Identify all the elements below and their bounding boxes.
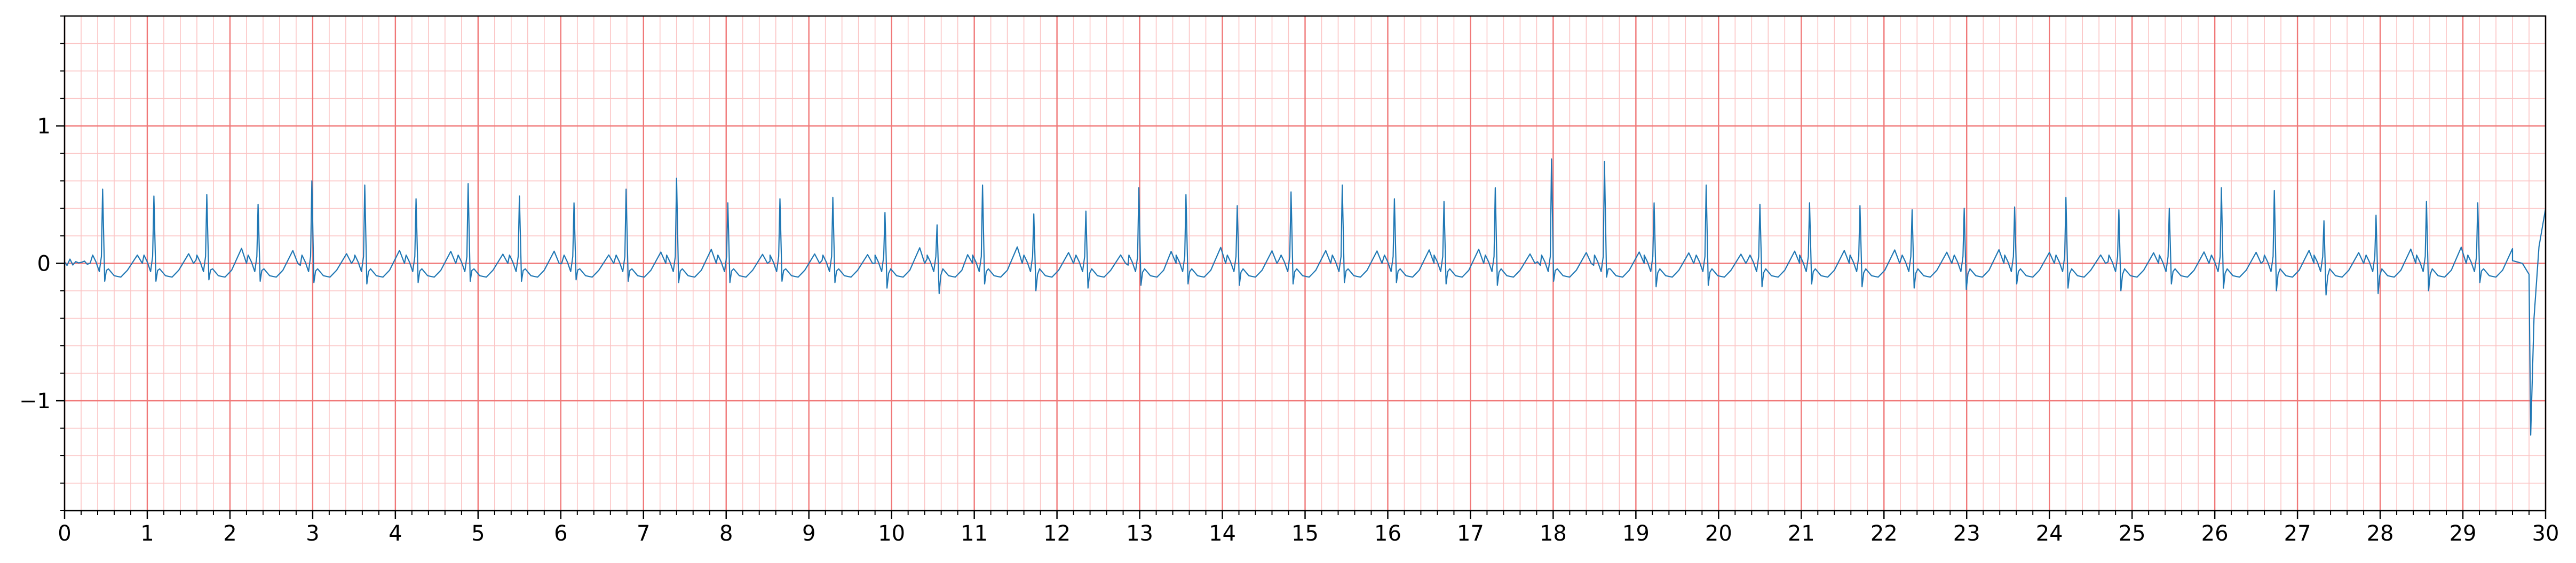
y-axis: −1 0 1 [19, 15, 65, 511]
x-tick-label: 2 [223, 521, 236, 546]
x-tick-label: 4 [389, 521, 402, 546]
x-tick-label: 18 [1540, 521, 1567, 546]
x-tick-label: 24 [2036, 521, 2063, 546]
x-tick-label: 3 [306, 521, 319, 546]
x-tick-label: 14 [1209, 521, 1236, 546]
x-tick-label: 29 [2450, 521, 2477, 546]
x-tick-label: 21 [1788, 521, 1815, 546]
x-tick-label: 6 [554, 521, 567, 546]
x-tick-label: 10 [878, 521, 905, 546]
x-tick-label: 0 [58, 521, 71, 546]
x-tick-label: 28 [2367, 521, 2394, 546]
x-tick-label: 26 [2201, 521, 2229, 546]
x-tick-label: 15 [1291, 521, 1319, 546]
x-tick-label: 19 [1622, 521, 1650, 546]
x-tick-label: 13 [1126, 521, 1153, 546]
ecg-signal-line [64, 158, 2547, 436]
x-tick-label: 5 [471, 521, 485, 546]
x-tick-label: 1 [140, 521, 154, 546]
x-tick-label: 17 [1457, 521, 1484, 546]
x-tick-label: 11 [961, 521, 988, 546]
x-tick-label: 16 [1374, 521, 1401, 546]
x-tick-label: 9 [802, 521, 815, 546]
x-tick-label: 7 [637, 521, 650, 546]
x-axis: 0 1 2 3 4 5 6 7 8 9 10 11 12 13 14 15 16 17 18 19 20 21 22 23 24… [58, 511, 2559, 546]
y-tick-label: 1 [37, 114, 51, 139]
y-tick-label: −1 [19, 389, 51, 414]
x-tick-label: 20 [1705, 521, 1732, 546]
plot-area [64, 15, 2547, 512]
x-tick-label: 27 [2284, 521, 2311, 546]
x-tick-label: 12 [1043, 521, 1071, 546]
x-tick-label: 30 [2532, 521, 2559, 546]
x-tick-label: 25 [2119, 521, 2146, 546]
x-tick-label: 23 [1953, 521, 1980, 546]
x-tick-label: 8 [719, 521, 733, 546]
y-tick-label: 0 [37, 252, 51, 276]
x-tick-label: 22 [1870, 521, 1898, 546]
